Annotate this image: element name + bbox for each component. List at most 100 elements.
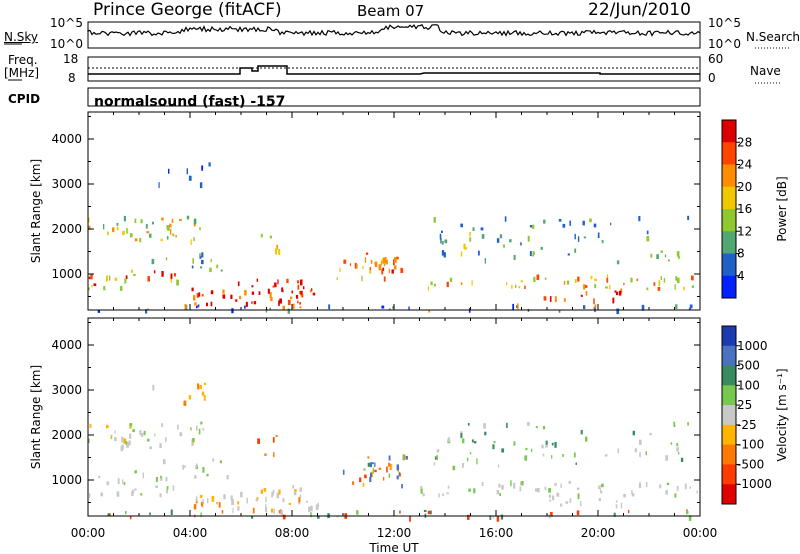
heatmap-cell: [173, 273, 176, 277]
heatmap-cell: [188, 395, 192, 400]
heatmap-cell: [199, 253, 201, 260]
heatmap-cell: [149, 512, 151, 515]
heatmap-cell: [130, 269, 133, 273]
heatmap-cell: [676, 447, 679, 452]
heatmap-cell: [199, 384, 202, 389]
heatmap-cell: [567, 253, 570, 256]
heatmap-cell: [218, 502, 221, 508]
heatmap-cell: [171, 218, 174, 223]
x-tick-label: 08:00: [275, 526, 310, 540]
heatmap-cell: [656, 254, 659, 259]
heatmap-cell: [568, 480, 571, 484]
heatmap-cell: [518, 286, 521, 289]
heatmap-cell: [255, 499, 259, 502]
heatmap-cell: [147, 276, 150, 282]
heatmap-cell: [166, 236, 169, 240]
heatmap-cell: [287, 299, 291, 305]
sky-panel-frame: [87, 21, 701, 49]
heatmap-cell: [374, 462, 376, 468]
heatmap-cell: [309, 506, 311, 511]
heatmap-cell: [420, 485, 423, 489]
heatmap-cell: [276, 244, 278, 250]
colorbar-tick-label: 25: [737, 398, 752, 412]
heatmap-cell: [354, 262, 357, 269]
heatmap-cell: [246, 497, 248, 504]
heatmap-cell: [315, 504, 319, 511]
heatmap-cell: [556, 492, 560, 497]
heatmap-cell: [161, 423, 164, 427]
heatmap-cell: [121, 436, 124, 443]
heatmap-cell: [251, 515, 254, 519]
heatmap-cell: [506, 282, 508, 286]
heatmap-cell: [210, 290, 214, 295]
heatmap-cell: [103, 286, 106, 291]
heatmap-cell: [638, 216, 641, 222]
heatmap-cell: [497, 464, 500, 468]
heatmap-cell: [170, 278, 173, 283]
heatmap-cell: [427, 510, 430, 515]
heatmap-cell: [143, 430, 146, 436]
heatmap-cell: [527, 422, 530, 426]
heatmap-cell: [172, 233, 175, 237]
heatmap-cell: [200, 421, 203, 425]
heatmap-cell: [290, 296, 293, 300]
colorbar-segment: [722, 142, 736, 165]
heatmap-cell: [191, 287, 194, 292]
heatmap-cell: [88, 276, 91, 280]
heatmap-cell: [484, 431, 487, 436]
heatmap-cell: [142, 472, 144, 479]
heatmap-cell: [383, 276, 386, 282]
heatmap-cell: [369, 476, 372, 483]
heatmap-cell: [385, 259, 388, 265]
heatmap-cell: [369, 266, 371, 270]
heatmap-cell: [128, 440, 131, 446]
heatmap-cell: [615, 504, 618, 509]
heatmap-cell: [545, 440, 548, 446]
heatmap-cell: [449, 277, 453, 282]
heatmap-cell: [628, 509, 630, 514]
heatmap-cell: [275, 435, 278, 438]
freq-panel-frame: [87, 56, 701, 82]
heatmap-cell: [616, 308, 620, 315]
heatmap-cell: [593, 298, 595, 305]
heatmap-cell: [517, 303, 519, 310]
heatmap-cell: [646, 230, 649, 235]
heatmap-cell: [114, 437, 117, 442]
x-tick-label: 00:00: [71, 526, 106, 540]
colorbar-segment: [722, 120, 736, 143]
heatmap-cell: [282, 498, 285, 503]
colorbar-segment: [722, 275, 736, 299]
heatmap-cell: [593, 306, 595, 310]
heatmap-cell: [219, 460, 222, 464]
time-axis: 00:00 04:00 08:00 12:00 16:00 20:00 00:00 Time …: [71, 526, 718, 554]
heatmap-cell: [287, 308, 290, 314]
heatmap-cell: [676, 278, 680, 284]
power-colorbar: 28 24 20 16 12 8 4 Power [dB]: [721, 119, 789, 299]
heatmap-cell: [167, 225, 170, 231]
heatmap-cell: [646, 287, 649, 291]
heatmap-cell: [634, 448, 638, 453]
heatmap-cell: [582, 220, 585, 226]
heatmap-cell: [386, 466, 388, 473]
heatmap-cell: [613, 512, 616, 517]
heatmap-cell: [388, 462, 391, 467]
power-heatmap: [88, 162, 694, 315]
heatmap-cell: [149, 233, 152, 238]
heatmap-cell: [278, 300, 280, 306]
nave-tick-top: 60: [708, 52, 724, 66]
colorbar-frame: [721, 325, 737, 505]
heatmap-cell: [223, 494, 226, 500]
heatmap-cell: [601, 483, 604, 488]
heatmap-cell: [298, 502, 301, 505]
heatmap-cell: [545, 444, 548, 448]
heatmap-cell: [172, 485, 175, 491]
heatmap-cell: [402, 455, 405, 460]
heatmap-cell: [317, 515, 320, 519]
heatmap-cell: [399, 472, 401, 476]
heatmap-cell: [447, 437, 450, 443]
heatmap-cell: [606, 277, 609, 283]
heatmap-cell: [339, 267, 341, 272]
heatmap-cell: [359, 477, 362, 483]
heatmap-cell: [251, 301, 253, 304]
heatmap-cell: [106, 424, 109, 429]
